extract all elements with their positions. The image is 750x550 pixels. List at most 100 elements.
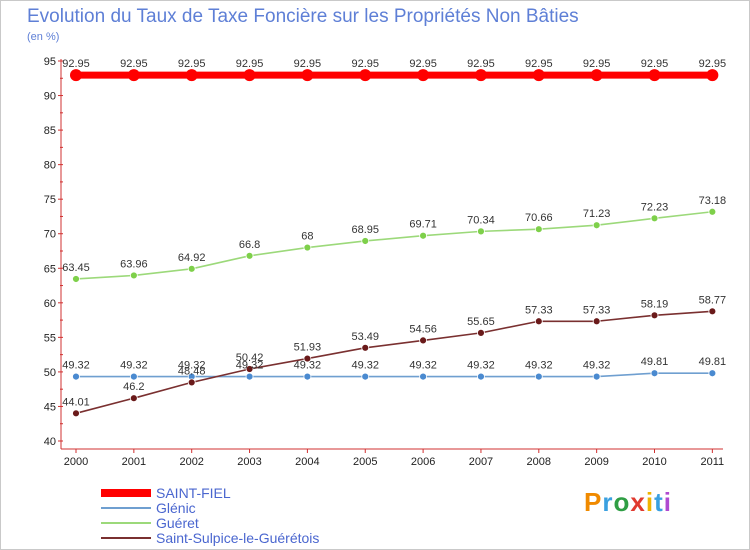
y-tick-label: 75 xyxy=(44,194,56,206)
data-label: 58.77 xyxy=(699,294,727,306)
logo-letter: i xyxy=(645,487,655,517)
data-point xyxy=(72,409,80,418)
data-label: 53.49 xyxy=(351,331,379,343)
data-point xyxy=(185,69,198,82)
data-point xyxy=(303,372,312,381)
legend: SAINT-FIEL Glénic Guéret Saint-Sulpice-le-G… xyxy=(101,484,320,546)
data-label: 69.71 xyxy=(409,219,437,231)
data-point xyxy=(419,372,428,381)
data-label: 92.95 xyxy=(467,58,495,70)
series-line-gu-ret xyxy=(75,210,713,280)
series-markers xyxy=(70,69,719,418)
data-label: 68 xyxy=(301,231,313,243)
logo-letter: P xyxy=(584,487,603,517)
data-label: 92.95 xyxy=(236,58,264,70)
data-point xyxy=(129,394,138,403)
data-label: 49.81 xyxy=(699,356,727,368)
data-labels: 49.32 49.32 49.32 49.32 49.32 49.32 49.32 49.32… xyxy=(62,58,726,408)
data-point xyxy=(534,225,543,234)
data-point xyxy=(303,243,312,252)
data-point xyxy=(648,69,661,82)
data-label: 64.92 xyxy=(178,252,206,264)
data-point xyxy=(592,372,601,381)
legend-label: SAINT-FIEL xyxy=(156,484,231,501)
axes xyxy=(60,59,723,450)
x-tick-label: 2011 xyxy=(701,456,725,468)
data-point xyxy=(592,221,601,230)
legend-swatch xyxy=(101,506,151,509)
data-label: 49.32 xyxy=(120,360,148,372)
x-tick-label: 2008 xyxy=(527,456,551,468)
y-tick-label: 80 xyxy=(44,160,56,172)
y-tick-label: 65 xyxy=(44,263,56,275)
data-label: 49.32 xyxy=(294,360,322,372)
legend-swatch xyxy=(101,536,151,539)
data-point xyxy=(243,69,256,82)
x-tick-label: 2007 xyxy=(469,456,493,468)
data-label: 54.56 xyxy=(409,323,437,335)
data-point xyxy=(70,69,82,82)
legend-label: Glénic xyxy=(156,499,196,516)
y-ticks: 40 45 50 55 60 65 70 75 80 85 90 95 xyxy=(44,56,63,448)
data-point xyxy=(650,311,659,320)
legend-item: Saint-Sulpice-le-Guérétois xyxy=(101,529,320,546)
y-tick-label: 85 xyxy=(44,125,56,137)
proxiti-logo: Proxiti xyxy=(584,487,672,518)
data-label: 92.95 xyxy=(120,58,148,70)
data-label: 49.32 xyxy=(351,360,379,372)
data-point xyxy=(650,369,659,378)
data-point xyxy=(303,354,312,363)
x-ticks: 2000 2001 2002 2003 2004 2005 2006 2007 2008 2009… xyxy=(64,449,724,468)
logo-letter: t xyxy=(654,487,664,517)
data-label: 73.18 xyxy=(699,195,727,207)
data-point xyxy=(474,69,487,82)
data-point xyxy=(361,237,370,245)
data-label: 51.93 xyxy=(294,342,322,354)
data-point xyxy=(245,251,254,260)
legend-item: Glénic xyxy=(101,499,319,516)
data-point xyxy=(532,69,545,82)
data-label: 92.95 xyxy=(294,58,322,70)
data-label: 72.23 xyxy=(641,201,669,213)
data-point xyxy=(650,214,659,223)
data-label: 92.95 xyxy=(641,58,669,70)
data-point xyxy=(359,69,372,82)
y-tick-label: 95 xyxy=(44,56,56,68)
data-label: 68.95 xyxy=(351,224,379,236)
data-point xyxy=(708,307,717,316)
y-tick-label: 55 xyxy=(44,332,56,344)
logo-letter: r xyxy=(602,487,614,517)
data-label: 46.2 xyxy=(123,381,144,393)
data-label: 49.32 xyxy=(467,360,495,372)
data-point xyxy=(708,369,717,378)
data-point xyxy=(477,372,485,381)
x-tick-label: 2009 xyxy=(584,456,608,468)
data-point xyxy=(129,372,138,381)
data-point xyxy=(708,207,717,216)
data-label: 49.32 xyxy=(236,360,264,372)
data-label: 57.33 xyxy=(525,304,553,316)
data-label: 57.33 xyxy=(583,304,611,316)
data-point xyxy=(127,69,140,82)
x-tick-label: 2005 xyxy=(353,456,377,468)
data-label: 55.65 xyxy=(467,316,495,328)
data-point xyxy=(72,372,80,381)
legend-item: SAINT-FIEL xyxy=(101,484,319,501)
x-tick-label: 2004 xyxy=(295,456,319,468)
data-label: 49.32 xyxy=(583,360,611,372)
data-label: 70.66 xyxy=(525,212,553,224)
legend-label: Guéret xyxy=(156,514,199,531)
x-tick-label: 2010 xyxy=(642,456,666,468)
data-point xyxy=(301,69,314,82)
data-label: 49.32 xyxy=(62,360,90,372)
series-line-gl-nic xyxy=(76,372,713,378)
y-axis-unit: (en %) xyxy=(27,31,60,43)
data-label: 92.95 xyxy=(525,58,553,70)
data-label: 50.42 xyxy=(236,352,264,364)
data-label: 92.95 xyxy=(178,58,206,70)
legend-label: Saint-Sulpice-le-Guérétois xyxy=(156,529,320,546)
data-point xyxy=(187,264,196,273)
data-point xyxy=(419,336,428,345)
legend-swatch xyxy=(101,521,151,524)
